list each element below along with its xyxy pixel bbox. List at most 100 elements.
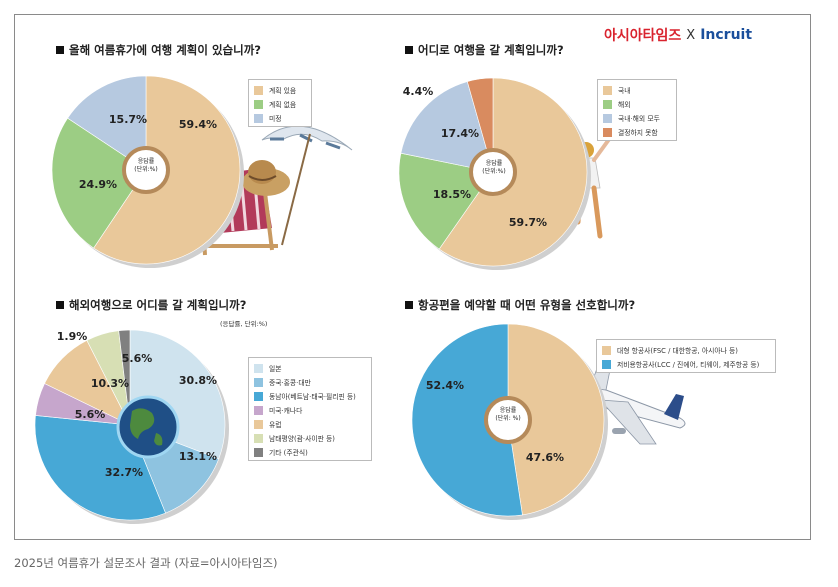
legend-item: 국내 [603,83,671,97]
legend-label: 국내·해외 모두 [618,115,660,123]
legend-label: 중국·홍콩·대만 [269,379,311,387]
pie-slice [398,152,494,250]
legend-item: 동남아(베트남·태국·필리핀 등) [254,389,366,403]
pie-chart-2: 59.7% 18.5% 17.4% 4.4% [398,77,591,270]
legend-swatch [254,377,263,387]
legend-item: 대형 항공사(FSC / 대한항공, 아시아나 등) [602,343,770,357]
slice-value-label: 59.7% [509,216,547,229]
legend-swatch [254,99,263,109]
legend-label: 일본 [269,365,282,373]
legend-item: 해외 [603,97,671,111]
legend-label: 해외 [618,101,631,109]
slice-value-label: 32.7% [105,466,143,479]
beach-umbrella-icon [261,125,353,246]
donut-hole [122,146,170,194]
slice-value-label: 59.4% [179,118,217,131]
q4-title: 항공편을 예약할 때 어떤 유형을 선호합니까? [405,297,635,313]
legend-label: 동남아(베트남·태국·필리핀 등) [269,393,356,401]
legend-label: 저비용항공사(LCC / 진에어, 티웨이, 제주항공 등) [617,361,760,369]
center-label-line2: (단위: %) [495,415,521,422]
slice-value-label: 47.6% [526,451,564,464]
q1-center-label: 응답률 (단위:%) [124,158,168,174]
legend-item: 중국·홍콩·대만 [254,375,366,389]
legend-swatch [254,391,263,401]
donut-hole [469,148,517,196]
slice-value-label: 5.6% [122,352,153,365]
slice-value-label: 18.5% [433,188,471,201]
legend-label: 계획 없음 [269,101,297,109]
legend-label: 계획 있음 [269,87,297,95]
pie-slice [400,81,494,173]
legend-swatch [254,113,263,123]
legend-item: 계획 있음 [254,83,306,97]
center-label-line2: (단위:%) [134,166,158,173]
legend-item: 미정 [254,111,306,125]
legend-label: 미정 [269,115,282,123]
legend-swatch [602,345,611,355]
legend-swatch [254,447,263,457]
q2-title: 어디로 여행을 갈 계획입니까? [405,42,564,58]
slice-value-label: 24.9% [79,178,117,191]
center-label-line1: 응답률 [485,160,503,167]
legend-swatch [603,127,612,137]
q4-center-label: 응답률 (단위: %) [486,407,530,423]
center-label-line2: (단위:%) [482,168,506,175]
legend-swatch [603,113,612,123]
legend-item: 기타 (주관식) [254,445,366,459]
slice-value-label: 15.7% [109,113,147,126]
center-label-line1: 응답률 [499,407,517,414]
q4-legend: 대형 항공사(FSC / 대한항공, 아시아나 등) 저비용항공사(LCC / … [596,339,776,373]
legend-label: 기타 (주관식) [269,449,308,457]
q2-legend: 국내 해외 국내·해외 모두 결정하지 못함 [597,79,677,141]
legend-swatch [254,85,263,95]
q1-title: 올해 여름휴가에 여행 계획이 있습니까? [56,42,261,58]
legend-label: 국내 [618,87,631,95]
legend-swatch [254,419,263,429]
logo-asiatimes: 아시아타임즈 [604,28,682,44]
slice-value-label: 30.8% [179,374,217,387]
pie-chart-1: 59.4% 24.9% 15.7% [51,75,244,268]
q3-title: 해외여행으로 어디를 갈 계획입니까? [56,297,246,313]
pie-slice [118,329,131,426]
globe-land [130,408,163,446]
legend-item: 일본 [254,361,366,375]
legend-item: 국내·해외 모두 [603,111,671,125]
legend-item: 남태평양(괌·사이판 등) [254,431,366,445]
slice-value-label: 1.9% [57,330,88,343]
q2-center-label: 응답률 (단위:%) [472,160,516,176]
legend-item: 결정하지 못함 [603,125,671,139]
legend-label: 미국·캐나다 [269,407,303,415]
legend-item: 유럽 [254,417,366,431]
legend-item: 저비용항공사(LCC / 진에어, 티웨이, 제주항공 등) [602,357,770,371]
legend-item: 계획 없음 [254,97,306,111]
pie-chart-3: 30.8% 13.1% 32.7% 5.6% 10.3% 5.6% 1.9% [34,329,229,524]
pie-slice [51,117,147,249]
legend-label: 유럽 [269,421,282,429]
legend-label: 남태평양(괌·사이판 등) [269,435,335,443]
legend-swatch [254,433,263,443]
q1-legend: 계획 있음 계획 없음 미정 [248,79,312,127]
slice-value-label: 13.1% [179,450,217,463]
legend-swatch [603,99,612,109]
slice-value-label: 52.4% [426,379,464,392]
logo-separator: X [686,27,696,43]
donut-hole [484,396,532,444]
slice-value-label: 10.3% [91,377,129,390]
straw-hat-icon [242,160,290,196]
pie-slice [507,323,605,516]
source-caption: 2025년 여름휴가 설문조사 결과 (자료=아시아타임즈) [14,556,278,570]
legend-swatch [254,405,263,415]
slice-value-label: 5.6% [75,408,106,421]
legend-label: 대형 항공사(FSC / 대한항공, 아시아나 등) [617,347,738,355]
publisher-logo: 아시아타임즈 X Incruit [604,24,752,46]
slice-value-label: 17.4% [441,127,479,140]
legend-swatch [602,359,611,369]
pie-slice [466,77,494,173]
pie-slice [411,323,523,517]
slice-value-label: 4.4% [403,85,434,98]
legend-swatch [254,363,263,373]
pie-chart-4: 47.6% 52.4% [411,323,608,520]
q3-legend: 일본 중국·홍콩·대만 동남아(베트남·태국·필리핀 등) 미국·캐나다 유럽 … [248,357,372,461]
q3-unit-note: (응답률, 단위:%) [220,320,268,328]
